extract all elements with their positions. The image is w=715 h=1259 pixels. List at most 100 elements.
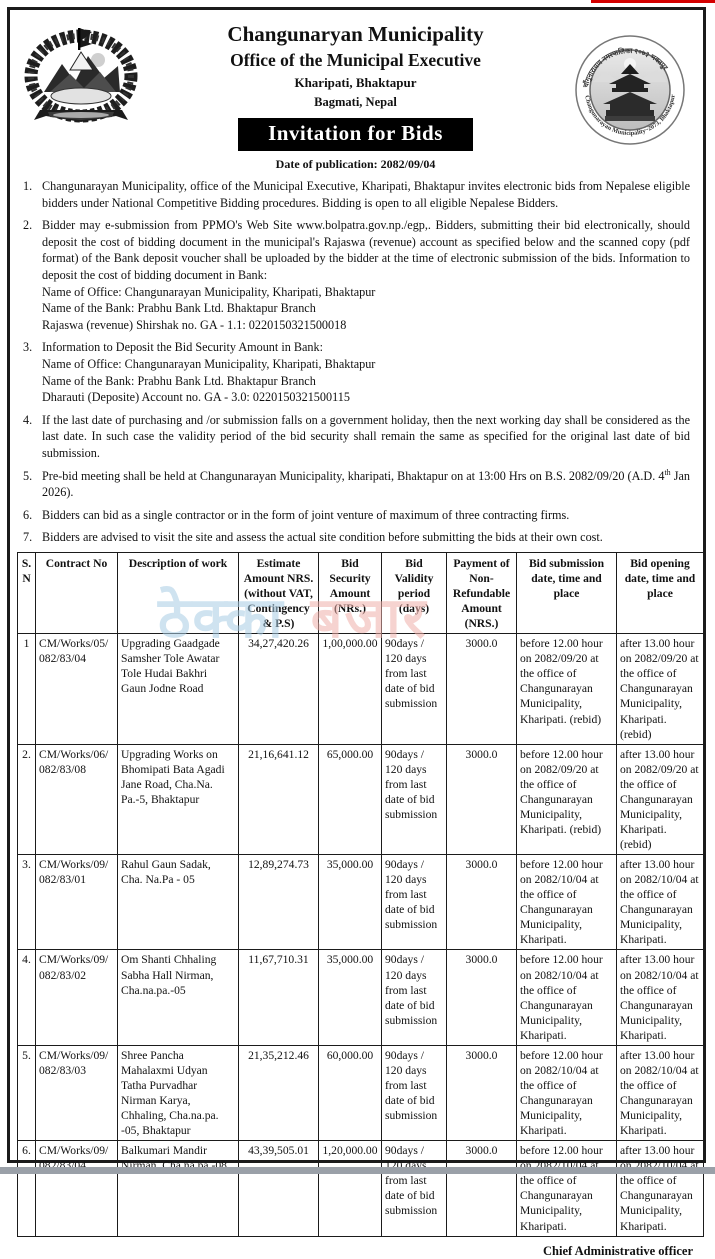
column-header-6: Bid Validity period (days) — [381, 551, 447, 635]
table-row-3: 3. CM/Works/09/082/83/01 Rahul Gaun Sadak,… — [17, 854, 704, 951]
nepal-coat-of-arms-logo — [20, 26, 142, 130]
table-row-2: 2. CM/Works/06/082/83/08 Upgrading Works o… — [17, 743, 704, 856]
cell-sn: 5. — [17, 1044, 36, 1142]
contract-no-line: CM/Works/09/ — [39, 858, 109, 872]
notice-subline: Name of the Bank: Prabhu Bank Ltd. Bhakt… — [42, 301, 316, 316]
cell-sn: 6. — [17, 1140, 36, 1237]
cell-bid-opening: after 13.00 hour on 2082/09/20 at the of… — [616, 743, 704, 856]
notice-body: Bidders can bid as a single contractor o… — [42, 507, 693, 524]
cell-sn: 3. — [17, 854, 36, 951]
cell-payment-amount: 3000.0 — [446, 1140, 517, 1237]
cell-payment-amount: 3000.0 — [446, 633, 517, 745]
contract-no-line: CM/Works/09/ — [39, 1048, 109, 1062]
cell-bid-security: 35,000.00 — [318, 949, 382, 1046]
notice-body: Pre-bid meeting shall be held at Changun… — [42, 468, 693, 501]
cell-bid-submission: before 12.00 hour on 2082/10/04 at the o… — [516, 949, 617, 1046]
column-header-9: Bid opening date, time and place — [616, 551, 704, 635]
notice-item-5: 5. Pre-bid meeting shall be held at Chang… — [16, 468, 693, 501]
contract-no-line: CM/Works/06/ — [39, 747, 109, 761]
cell-payment-amount: 3000.0 — [446, 949, 517, 1046]
cell-bid-submission: before 12.00 hour on 2082/10/04 at the o… — [516, 1044, 617, 1142]
notice-item-6: 6. Bidders can bid as a single contractor… — [16, 507, 693, 524]
cell-bid-opening: after 13.00 hour on 2082/10/04 at the of… — [616, 854, 704, 951]
notice-text: Pre-bid meeting shall be held at Changun… — [42, 467, 691, 500]
cell-contract-no: CM/Works/09/082/83/02 — [35, 949, 118, 1046]
notice-body: Information to Deposit the Bid Security … — [42, 339, 693, 405]
cell-payment-amount: 3000.0 — [446, 854, 517, 951]
notice-subline: Dharauti (Deposite) Account no. GA - 3.0… — [42, 390, 350, 405]
cell-bid-validity: 90days / 120 days from last date of bid … — [381, 854, 447, 951]
table-row-1: 1 CM/Works/05/082/83/04 Upgrading Gaadgade… — [17, 633, 704, 745]
cell-description: Upgrading Works on Bhomipati Bata Agadi … — [117, 743, 239, 856]
notice-text: Bidders can bid as a single contractor o… — [42, 507, 570, 522]
notice-body: If the last date of purchasing and /or s… — [42, 412, 693, 462]
notice-number: 3. — [23, 340, 33, 355]
cell-contract-no: CM/Works/06/082/83/08 — [35, 743, 118, 856]
cell-bid-validity: 90days / 120 days from last date of bid … — [381, 1140, 447, 1237]
cell-estimate-amount: 11,67,710.31 — [238, 949, 319, 1046]
cell-bid-submission: before 12.00 hour on 2082/10/04 at the o… — [516, 854, 617, 951]
notice-text: Bidders are advised to visit the site an… — [42, 530, 603, 545]
cell-bid-security: 1,20,000.00 — [318, 1140, 382, 1237]
signature-line: Chief Administrative officer — [543, 1243, 693, 1258]
notice-subline: Rajaswa (revenue) Shirshak no. GA - 1.1:… — [42, 317, 347, 332]
notice-item-3: 3. Information to Deposit the Bid Securit… — [16, 339, 693, 405]
cell-bid-opening: after 13.00 hour on 2082/10/04 at the of… — [616, 949, 704, 1046]
notice-number: 5. — [23, 468, 33, 483]
cell-bid-security: 60,000.00 — [318, 1044, 382, 1142]
notice-text: Bidder may e-submission from PPMO's Web … — [42, 218, 690, 282]
bids-table-header-row: S. N Contract No Description of work Estima… — [17, 551, 704, 635]
notice-text: Changunarayan Municipality, office of th… — [42, 179, 690, 210]
notice-item-2: 2. Bidder may e-submission from PPMO's We… — [16, 217, 693, 333]
notice-number: 2. — [23, 218, 33, 233]
notices: 1. Changunarayan Municipality, office of … — [10, 172, 703, 546]
cell-bid-validity: 90days / 120 days from last date of bid … — [381, 633, 447, 745]
cell-bid-opening: after 13.00 hour on 2082/10/04 at the of… — [616, 1140, 704, 1237]
cell-payment-amount: 3000.0 — [446, 1044, 517, 1142]
column-header-8: Bid submission date, time and place — [516, 551, 617, 635]
cell-description: Upgrading Gaadgade Samsher Tole Awatar T… — [117, 633, 239, 745]
cell-bid-security: 1,00,000.00 — [318, 633, 382, 745]
contract-no-line: 082/83/08 — [39, 762, 87, 776]
publication-date: Date of publication: 2082/09/04 — [275, 157, 436, 171]
notice-text: Information to Deposit the Bid Security … — [42, 340, 323, 355]
municipality-seal-logo: चाँगुनारायण नगरपालिका २०७३ भक्तपुर Chang… — [569, 34, 691, 146]
table-row-4: 4. CM/Works/09/082/83/02 Om Shanti Chhalin… — [17, 949, 704, 1046]
cell-estimate-amount: 34,27,420.26 — [238, 633, 319, 745]
column-header-3: Description of work — [117, 551, 239, 635]
column-header-2: Contract No — [35, 551, 118, 635]
cell-sn: 4. — [17, 949, 36, 1046]
table-row-6: 6. CM/Works/09/082/83/04 Balkumari Mandir … — [17, 1140, 704, 1237]
province-line: Bagmati, Nepal — [314, 95, 397, 109]
notice-number: 7. — [23, 530, 33, 545]
notice-number: 1. — [23, 179, 33, 193]
top-red-bar — [591, 0, 715, 3]
cell-contract-no: CM/Works/05/082/83/04 — [35, 633, 118, 745]
notice-item-7: 7. Bidders are advised to visit the site … — [16, 529, 693, 546]
contract-no-line: CM/Works/09/ — [39, 1144, 109, 1158]
notice-subline: Name of the Bank: Prabhu Bank Ltd. Bhakt… — [42, 373, 316, 388]
notice-text: If the last date of purchasing and /or s… — [42, 412, 690, 460]
cell-contract-no: CM/Works/09/082/83/01 — [35, 854, 118, 951]
cell-payment-amount: 3000.0 — [446, 743, 517, 856]
contract-no-line: 082/83/01 — [39, 873, 87, 887]
bids-table-body: 1 CM/Works/05/082/83/04 Upgrading Gaadgade… — [17, 633, 704, 1237]
notice-item-4: 4. If the last date of purchasing and /or… — [16, 412, 693, 462]
contract-no-line: CM/Works/05/ — [39, 637, 109, 651]
cell-bid-validity: 90days / 120 days from last date of bid … — [381, 743, 447, 856]
cell-bid-submission: before 12.00 hour on 2082/09/20 at the o… — [516, 743, 617, 856]
notice-subline: Name of Office: Changunarayan Municipali… — [42, 284, 376, 299]
cell-estimate-amount: 43,39,505.01 — [238, 1140, 319, 1237]
cell-sn: 1 — [17, 633, 36, 745]
cell-estimate-amount: 21,16,641.12 — [238, 743, 319, 856]
notice-number: 6. — [23, 507, 33, 522]
bottom-gray-bar — [0, 1167, 715, 1174]
cell-description: Rahul Gaun Sadak, Cha. Na.Pa - 05 — [117, 854, 239, 951]
cell-bid-security: 65,000.00 — [318, 743, 382, 856]
cell-bid-security: 35,000.00 — [318, 854, 382, 951]
notice-body: Bidder may e-submission from PPMO's Web … — [42, 217, 693, 333]
document-frame: Changunaryan Municipality Office of the … — [7, 7, 706, 1258]
notice-subline: Name of Office: Changunarayan Municipali… — [42, 356, 376, 371]
header-titles: Changunaryan Municipality Office of the … — [142, 18, 569, 172]
location-line: Kharipati, Bhaktapur — [294, 75, 417, 90]
